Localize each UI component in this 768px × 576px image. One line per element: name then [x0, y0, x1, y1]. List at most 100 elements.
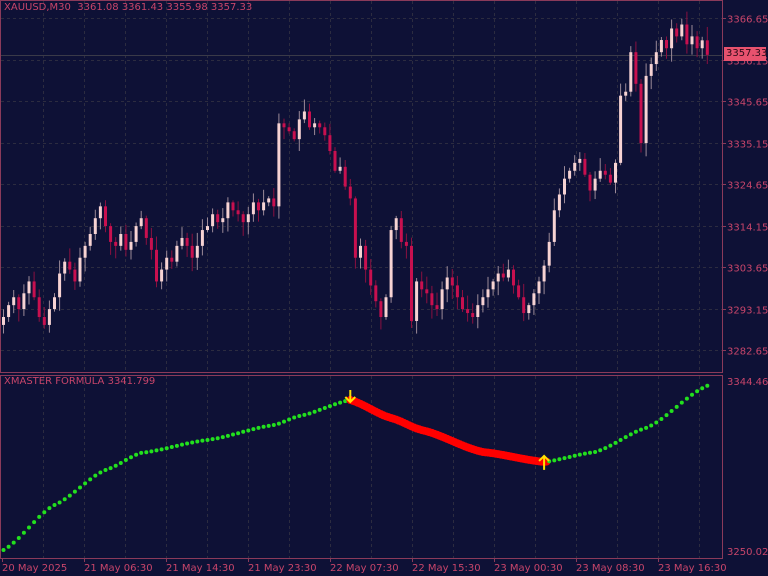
bull-candle: [496, 273, 500, 282]
bear-candle: [665, 40, 668, 49]
bull-candle: [384, 297, 388, 318]
indicator-up-dot: [333, 402, 337, 407]
bull-candle: [297, 119, 301, 140]
bull-candle: [165, 257, 169, 270]
bull-candle: [619, 95, 623, 163]
bear-candle: [185, 237, 189, 246]
indicator-up-dot: [659, 416, 664, 421]
indicator-up-dot: [47, 506, 52, 511]
x-tick-label: 21 May 06:30: [84, 563, 153, 574]
bull-candle: [614, 162, 617, 183]
bear-candle: [705, 40, 709, 55]
bull-candle: [506, 269, 510, 278]
bull-candle: [83, 245, 87, 258]
bear-candle: [374, 285, 378, 302]
bull-candle: [78, 257, 82, 282]
bull-candle: [445, 277, 449, 290]
indicator-up-dot: [312, 409, 317, 414]
bear-candle: [318, 123, 322, 128]
bear-candle: [37, 297, 41, 318]
indicator-up-dot: [62, 497, 67, 502]
indicator-up-dot: [287, 417, 292, 422]
bear-candle: [68, 261, 72, 270]
indicator-up-dot: [246, 428, 251, 433]
bear-candle: [109, 226, 113, 242]
bull-candle: [389, 230, 393, 298]
bull-candle: [211, 214, 215, 227]
bull-candle: [160, 269, 164, 282]
bull-candle: [221, 218, 225, 223]
bull-candle: [440, 289, 444, 310]
indicator-up-dot: [690, 392, 694, 397]
bear-candle: [695, 36, 699, 49]
bull-candle: [180, 237, 184, 246]
indicator-up-dot: [700, 386, 705, 391]
bear-candle: [348, 186, 352, 199]
bear-candle: [42, 317, 46, 325]
indicator-up-dot: [261, 424, 266, 429]
indicator-up-dot: [180, 442, 184, 447]
indicator-up-dot: [552, 458, 557, 463]
bear-candle: [430, 293, 434, 306]
y-tick-label: 3366.65: [727, 15, 768, 26]
bear-candle: [231, 202, 235, 211]
bull-candle: [654, 52, 658, 65]
x-tick-label: 21 May 14:30: [166, 563, 235, 574]
indicator-up-dot: [169, 445, 174, 450]
indicator-up-dot: [108, 466, 113, 471]
bull-candle: [338, 166, 342, 171]
bear-candle: [455, 285, 459, 298]
bear-candle: [450, 277, 454, 286]
bull-candle: [573, 162, 577, 171]
indicator-up-dot: [343, 399, 348, 404]
indicator-up-dot: [572, 453, 577, 458]
bull-candle: [2, 317, 5, 325]
bull-candle: [302, 111, 306, 120]
indicator-up-dot: [113, 463, 118, 468]
bear-candle: [639, 83, 643, 144]
bull-candle: [22, 293, 26, 310]
bear-candle: [608, 174, 612, 183]
indicator-up-dot: [32, 520, 37, 525]
indicator-up-dot: [11, 540, 16, 545]
indicator-up-dot: [1, 547, 6, 552]
indicator-up-dot: [639, 427, 643, 432]
bull-candle: [394, 218, 398, 231]
bull-candle: [88, 234, 92, 246]
indicator-up-dot: [307, 411, 312, 416]
bull-candle: [598, 170, 602, 179]
bear-candle: [583, 158, 587, 175]
indicator-up-dot: [88, 477, 93, 482]
bull-candle: [313, 123, 317, 128]
bull-candle: [195, 245, 199, 258]
bull-candle: [563, 178, 566, 195]
signal-up-arrow-icon: [538, 454, 550, 470]
indicator-up-dot: [78, 485, 82, 490]
indicator-up-dot: [302, 412, 307, 417]
bear-candle: [379, 301, 383, 318]
bull-candle: [63, 261, 67, 274]
indicator-up-dot: [271, 423, 276, 428]
bear-candle: [236, 210, 240, 215]
x-tick-label: 22 May 15:30: [412, 563, 481, 574]
bull-candle: [649, 64, 653, 76]
indicator-up-dot: [582, 451, 587, 456]
bull-candle: [670, 28, 674, 49]
indicator-up-dot: [57, 500, 62, 505]
bull-candle: [629, 52, 633, 92]
bull-candle: [537, 281, 541, 294]
indicator-up-dot: [669, 409, 674, 414]
bull-candle: [491, 281, 495, 290]
indicator-up-dot: [608, 443, 613, 448]
bull-candle: [624, 91, 628, 96]
x-tick-label: 20 May 2025: [2, 563, 67, 574]
bear-candle: [522, 297, 526, 314]
indicator-up-dot: [103, 468, 108, 473]
indicator-y-tick-label: 3250.023: [727, 547, 768, 558]
indicator-up-dot: [123, 458, 128, 463]
bull-candle: [680, 24, 684, 37]
bear-candle: [308, 111, 311, 128]
indicator-up-dot: [623, 435, 628, 440]
indicator-up-dot: [664, 413, 669, 418]
